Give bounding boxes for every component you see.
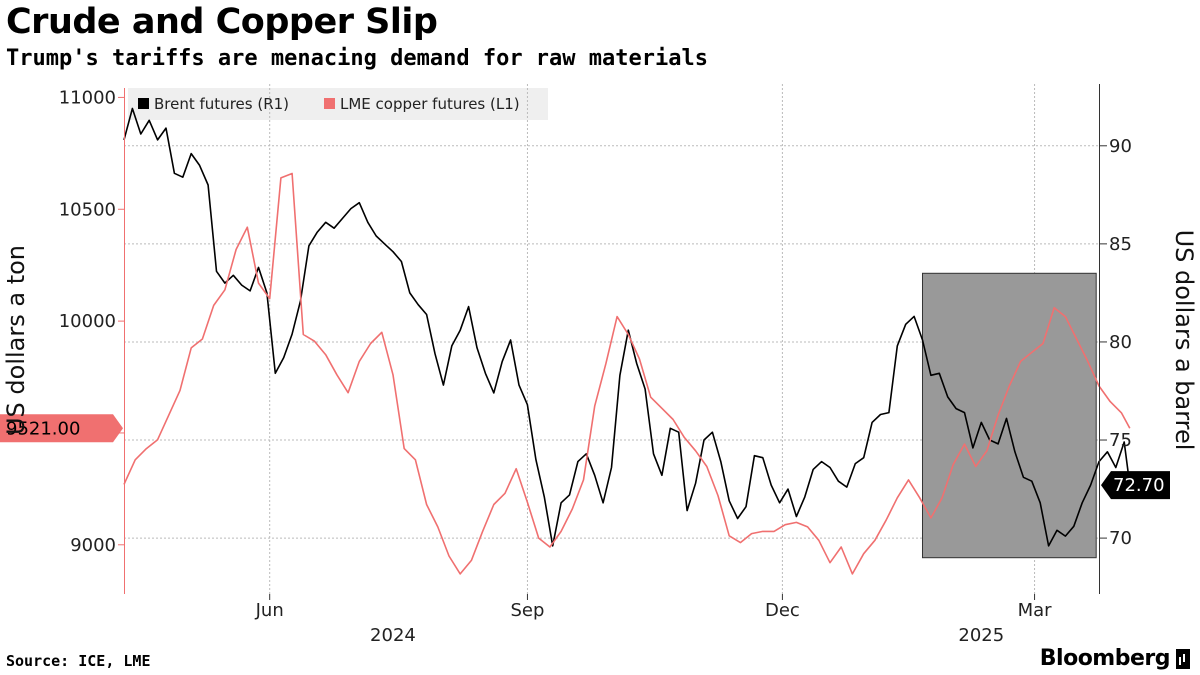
right-axis-title: US dollars a barrel [1170,230,1198,451]
value-tags: 9521.00 72.70 [0,414,1170,500]
copper-last-value-text: 9521.00 [6,418,80,439]
left-axis-title: US dollars a ton [2,245,30,435]
right-tick-label: 90 [1109,136,1132,157]
right-tick-label: 80 [1109,332,1132,353]
highlight-box [921,272,1097,559]
right-tick-label: 70 [1109,528,1132,549]
x-year-label: 2025 [958,625,1004,646]
brand-name: Bloomberg [1039,646,1171,671]
x-year-label: 2024 [370,625,416,646]
copper-line [123,172,1131,575]
x-tick-label: Sep [510,600,544,621]
legend-swatch-brent [138,98,149,109]
right-tick-label: 75 [1109,430,1132,451]
x-tick-label: Dec [765,600,800,621]
x-tick-label: Mar [1018,600,1053,621]
series-lines [123,107,1131,575]
legend-label-copper: LME copper futures (L1) [340,95,520,113]
left-tick-label: 11000 [59,87,116,108]
tick-labels: 70 75 80 85 90 9000 10000 10500 11000 Jun Sep Dec Ma… [59,87,1132,646]
legend-label-brent: Brent futures (R1) [154,95,289,113]
brent-last-value-tag [1101,471,1170,500]
bloomberg-chart-icon [1176,648,1190,669]
bloomberg-logo: Bloomberg [1040,646,1190,671]
left-tick-label: 10500 [59,199,116,220]
source-note: Source: ICE, LME [6,652,151,670]
brent-line [123,107,1131,547]
copper-last-value-tag [0,414,123,443]
legend-box [128,88,548,120]
chart-title: Crude and Copper Slip [6,2,438,42]
left-tick-label: 9000 [70,535,116,556]
legend-swatch-copper [324,98,335,109]
right-tick-label: 85 [1109,234,1132,255]
brent-last-value-text: 72.70 [1113,475,1165,496]
axes [124,84,1100,594]
left-tick-label: 10000 [59,311,116,332]
chart-subtitle: Trump's tariffs are menacing demand for … [6,46,708,71]
highlight-region [921,272,1097,559]
x-tick-label: Jun [255,600,284,621]
